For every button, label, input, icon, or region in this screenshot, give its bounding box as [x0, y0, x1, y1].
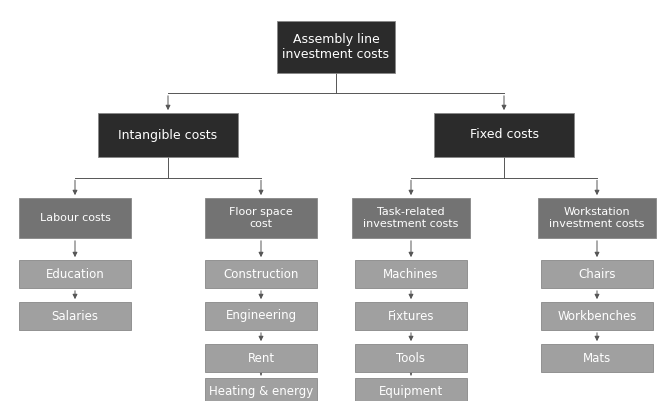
FancyBboxPatch shape [205, 302, 317, 330]
FancyBboxPatch shape [19, 260, 131, 288]
FancyBboxPatch shape [352, 198, 470, 238]
FancyBboxPatch shape [355, 378, 467, 401]
Text: Fixed costs: Fixed costs [470, 128, 538, 142]
FancyBboxPatch shape [434, 113, 574, 157]
FancyBboxPatch shape [355, 260, 467, 288]
Text: Assembly line
investment costs: Assembly line investment costs [282, 33, 390, 61]
FancyBboxPatch shape [541, 302, 653, 330]
Text: Engineering: Engineering [225, 310, 296, 322]
FancyBboxPatch shape [277, 21, 395, 73]
FancyBboxPatch shape [205, 198, 317, 238]
Text: Construction: Construction [223, 267, 298, 281]
FancyBboxPatch shape [19, 198, 131, 238]
Text: Machines: Machines [383, 267, 439, 281]
Text: Mats: Mats [583, 352, 611, 365]
FancyBboxPatch shape [355, 344, 467, 372]
FancyBboxPatch shape [541, 344, 653, 372]
FancyBboxPatch shape [205, 378, 317, 401]
Text: Education: Education [46, 267, 104, 281]
FancyBboxPatch shape [205, 260, 317, 288]
Text: Fixtures: Fixtures [388, 310, 434, 322]
FancyBboxPatch shape [541, 260, 653, 288]
FancyBboxPatch shape [355, 302, 467, 330]
FancyBboxPatch shape [98, 113, 238, 157]
Text: Heating & energy: Heating & energy [209, 385, 313, 399]
Text: Labour costs: Labour costs [40, 213, 110, 223]
Text: Salaries: Salaries [52, 310, 99, 322]
FancyBboxPatch shape [19, 302, 131, 330]
Text: Chairs: Chairs [578, 267, 616, 281]
FancyBboxPatch shape [205, 344, 317, 372]
Text: Floor space
cost: Floor space cost [229, 207, 293, 229]
Text: Task-related
investment costs: Task-related investment costs [364, 207, 459, 229]
Text: Rent: Rent [247, 352, 275, 365]
Text: Equipment: Equipment [379, 385, 443, 399]
Text: Intangible costs: Intangible costs [118, 128, 218, 142]
Text: Tools: Tools [396, 352, 425, 365]
FancyBboxPatch shape [538, 198, 656, 238]
Text: Workbenches: Workbenches [557, 310, 636, 322]
Text: Workstation
investment costs: Workstation investment costs [549, 207, 644, 229]
